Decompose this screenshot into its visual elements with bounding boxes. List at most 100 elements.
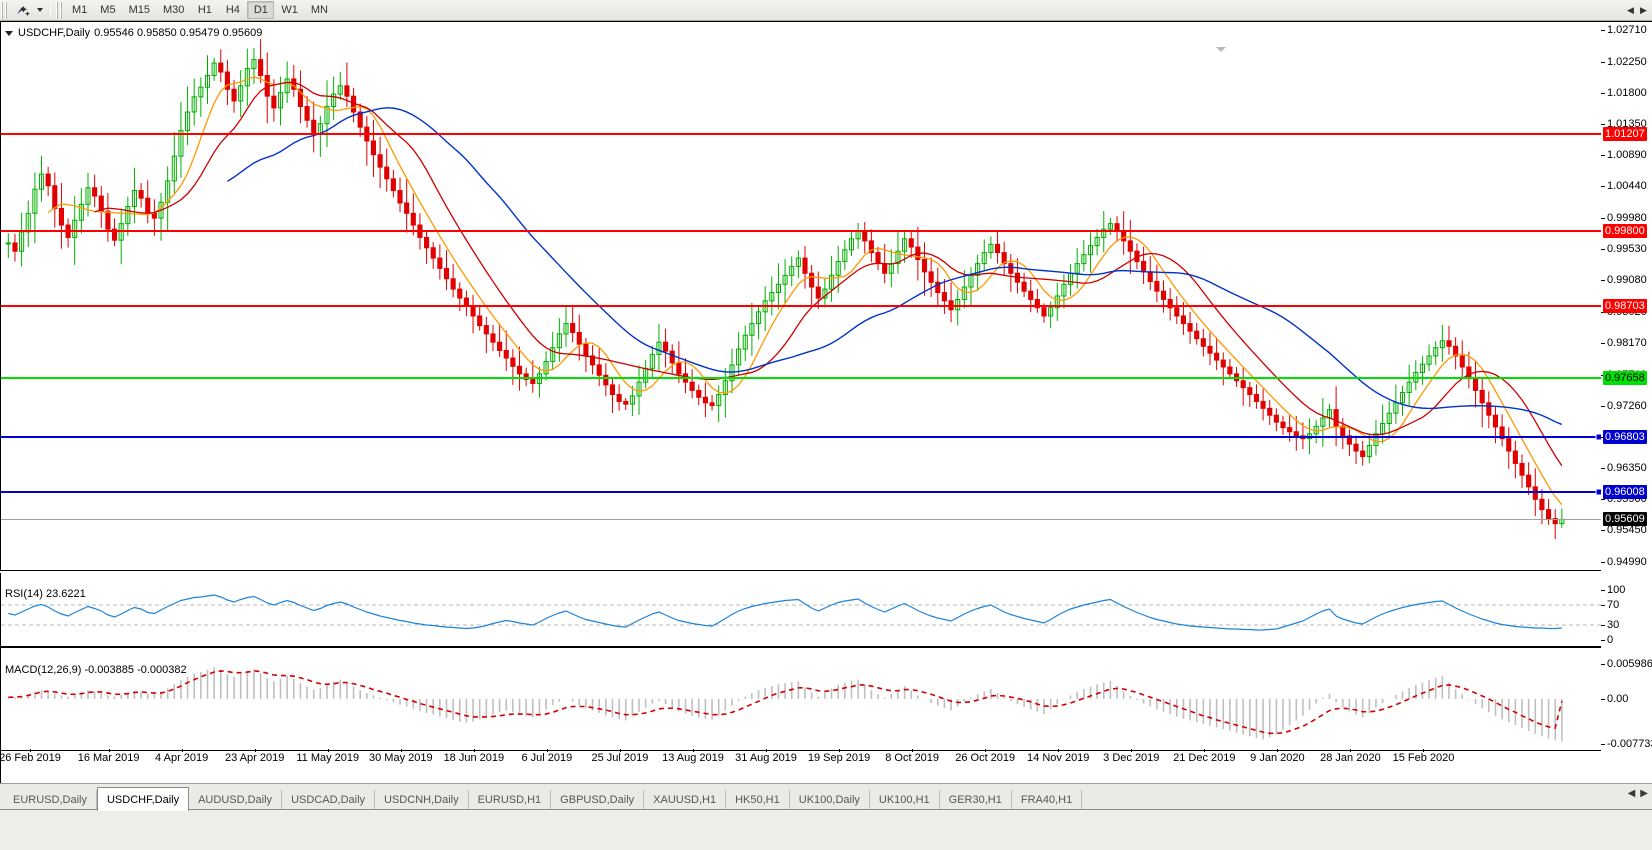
time-tick [254,749,256,752]
price-level-line-0-97658[interactable] [1,377,1601,380]
price-tick-label: 0.98170 [1607,336,1647,349]
tab-hk50-h1[interactable]: HK50,H1 [726,790,790,810]
price-tick-label: 0.95450 [1607,524,1647,537]
time-tick-label: 9 Jan 2020 [1250,752,1305,764]
price-tick [1601,92,1605,94]
crosshair-pointer-icon[interactable] [11,1,33,20]
timeframe-m15[interactable]: M15 [128,4,150,16]
timeframe-h4[interactable]: H4 [225,4,240,16]
price-level-label-0-97658[interactable]: 0.97658 [1603,371,1647,386]
main-toolbar: M1 M5 M15 M30 H1 H4 D1 W1 MN ◀ ▶ [0,0,1652,21]
price-tick [1601,405,1605,407]
toolbar-right-group: ◀ ▶ [1624,1,1652,19]
timeframe-h1[interactable]: H1 [197,4,212,16]
time-tick [1204,749,1206,752]
timeframe-d1[interactable]: D1 [247,1,275,19]
tab-usdcnh-daily[interactable]: USDCNH,Daily [375,790,469,810]
macd-tick-label: 0.005986 [1607,658,1652,670]
tab-uk100-h1[interactable]: UK100,H1 [870,790,940,810]
price-pane[interactable] [1,22,1601,570]
chevron-down-icon[interactable] [33,1,46,20]
price-level-line-0-95609[interactable] [1,519,1601,521]
rsi-plot [1,594,1601,631]
rsi-tick-label: 30 [1607,619,1620,631]
tab-usdchf-daily[interactable]: USDCHF,Daily [96,787,190,811]
triangle-right-icon[interactable]: ▶ [1640,788,1648,799]
price-level-handle[interactable] [1595,488,1601,496]
time-tick-label: 15 Feb 2020 [1392,752,1455,764]
time-tick [30,749,31,752]
pane-divider-price-rsi[interactable] [0,570,1652,572]
rsi-tick [1601,590,1605,591]
macd-pane[interactable] [1,650,1601,750]
tab-uk100-daily[interactable]: UK100,Daily [790,790,870,810]
macd-tick-label: -0.007733 [1607,738,1652,750]
macd-tick [1601,698,1605,700]
price-tick [1601,468,1605,470]
tab-usdcad-daily[interactable]: USDCAD,Daily [282,790,376,810]
time-tick-label: 31 Aug 2019 [735,752,797,764]
time-tick [1423,749,1425,752]
toolbar-separator [50,2,51,18]
price-tick-label: 0.99530 [1607,243,1647,256]
price-level-label-0-98703[interactable]: 0.98703 [1603,299,1647,314]
price-tick-label: 1.01800 [1607,86,1647,99]
price-tick-label: 1.00890 [1607,149,1647,162]
time-tick-label: 21 Dec 2019 [1173,752,1236,764]
time-axis-line [0,750,1601,751]
time-tick-label: 8 Oct 2019 [885,752,940,764]
price-tick-label: 0.97260 [1607,399,1647,412]
time-tick [1131,749,1133,752]
price-level-label-0-99800[interactable]: 0.99800 [1603,223,1647,238]
page-title: USDCHF,Daily [18,27,91,39]
timeframe-drag-handle[interactable] [56,1,64,19]
timeframe-m1[interactable]: M1 [72,4,88,16]
status-bar [0,810,1652,850]
chart-tabs: EURUSD,Daily USDCHF,Daily AUDUSD,Daily USDC… [0,784,1652,811]
price-level-line-0-96008[interactable] [1,490,1601,493]
rsi-indicator-label: RSI(14) 23.6221 [5,588,86,600]
timeframe-w1[interactable]: W1 [281,4,298,16]
price-level-line-1-01207[interactable] [1,132,1601,135]
caret-down-icon[interactable] [5,29,14,38]
price-tick [1601,61,1605,63]
price-scale[interactable] [1601,22,1652,784]
tab-eurusd-daily[interactable]: EURUSD,Daily [4,790,97,810]
time-axis-labels[interactable]: 26 Feb 2019 16 Mar 2019 4 Apr 2019 23 Apr 2… [0,749,1601,768]
pane-collapse-handle-icon[interactable] [1216,47,1226,53]
price-level-label-0-96803[interactable]: 0.96803 [1603,430,1647,445]
price-level-label-0-95609[interactable]: 0.95609 [1603,512,1647,527]
time-tick-label: 16 Mar 2019 [77,752,140,764]
price-tick-label: 0.94990 [1607,556,1647,568]
tab-xauusd-h1[interactable]: XAUUSD,H1 [644,790,727,810]
time-tick [839,749,841,752]
rsi-pane[interactable] [1,574,1601,646]
time-tick-label: 25 Jul 2019 [591,752,649,764]
price-tick [1601,218,1605,220]
timeframe-mn[interactable]: MN [310,4,328,16]
tab-gbpusd-daily[interactable]: GBPUSD,Daily [551,790,645,810]
toolbar-drag-handle[interactable] [1,1,9,19]
tab-ger30-h1[interactable]: GER30,H1 [940,790,1012,810]
time-tick [912,749,914,752]
tab-eurusd-h1[interactable]: EURUSD,H1 [469,790,552,810]
tab-audusd-daily[interactable]: AUDUSD,Daily [189,790,283,810]
price-level-label-0-96008[interactable]: 0.96008 [1603,484,1647,499]
timeframe-m5[interactable]: M5 [100,4,116,16]
tab-fra40-h1[interactable]: FRA40,H1 [1012,790,1083,810]
triangle-right-icon[interactable]: ▶ [1640,4,1647,15]
price-level-line-0-96803[interactable] [1,436,1601,439]
pane-divider-rsi-macd[interactable] [0,646,1652,648]
chart-area[interactable]: USDCHF,Daily 0.95546 0.95850 0.95479 0.9… [0,21,1652,784]
price-level-handle[interactable] [1595,433,1601,441]
price-tick [1601,499,1605,501]
price-level-line-0-99800[interactable] [1,229,1601,232]
time-tick [327,749,329,752]
price-level-line-0-98703[interactable] [1,305,1601,308]
triangle-left-icon[interactable]: ◀ [1627,788,1636,799]
price-level-label-1-01207[interactable]: 1.01207 [1603,126,1647,141]
rsi-tick [1601,605,1605,606]
time-tick [181,749,183,752]
triangle-left-icon[interactable]: ◀ [1627,4,1634,15]
timeframe-m30[interactable]: M30 [162,4,185,16]
